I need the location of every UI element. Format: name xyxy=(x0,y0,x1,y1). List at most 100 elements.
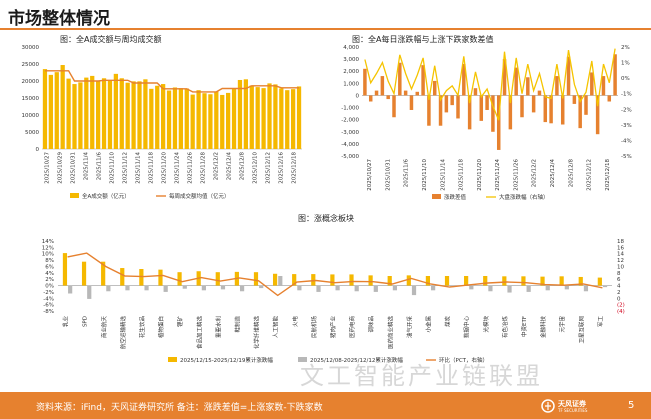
chart2-ytick-right: -1% xyxy=(621,92,632,98)
chart1-bar xyxy=(48,74,53,149)
chart2-bar xyxy=(526,77,530,96)
chart1-bar xyxy=(231,88,237,149)
chart1-legend-line: 每周成交额均值（亿元） xyxy=(169,192,230,200)
chart3-bar-previous xyxy=(182,285,187,289)
chart1-bar xyxy=(137,81,142,149)
chart2-ytick-left: -4,000 xyxy=(341,142,359,148)
chart2-bar xyxy=(560,95,565,125)
logo-text: 天风证券 xyxy=(558,400,586,408)
chart2-bar xyxy=(473,88,478,96)
chart1-xtick: 2025/12/16 xyxy=(279,152,285,184)
chart2-bar xyxy=(421,65,425,96)
chart1-bar xyxy=(291,89,296,149)
chart3-ytick-left: -6% xyxy=(43,303,54,309)
chart3-bar-current xyxy=(101,261,106,286)
chart1-bar xyxy=(131,81,136,149)
chart3-legend-current-swatch xyxy=(168,357,177,362)
chart3-category-label: 鞋制造 xyxy=(233,316,241,333)
chart2-xtick: 2025/11/10 xyxy=(422,159,428,191)
chart2-bar xyxy=(409,95,414,110)
chart1-bar xyxy=(220,94,225,149)
chart2-xtick: 2025/11/26 xyxy=(513,159,519,191)
chart2-bar xyxy=(607,95,612,102)
chart2-xtick: 2025/11/18 xyxy=(459,159,465,191)
chart3-bar-previous xyxy=(354,285,359,292)
chart3-ytick-left: 4% xyxy=(45,271,54,277)
chart1-bar xyxy=(178,88,183,149)
chart3-bar-current xyxy=(81,261,87,286)
chart2-bar xyxy=(386,95,390,100)
page-title: 市场整体情况 xyxy=(8,9,110,29)
chart1-xtick: 2025/11/12 xyxy=(123,152,129,184)
chart3-bar-current xyxy=(578,276,583,286)
chart3-legend-previous-swatch xyxy=(298,357,307,362)
chart1-xtick: 2025/11/18 xyxy=(149,152,155,184)
chart1-bar xyxy=(78,82,83,149)
chart2-bar xyxy=(415,91,420,96)
chart2-xtick: 2025/12/18 xyxy=(605,159,611,191)
chart2-bar xyxy=(467,95,472,130)
chart3-category-label: 食品加工精选 xyxy=(195,316,203,350)
chart1-bar xyxy=(72,84,77,149)
chart3-bar-current xyxy=(272,273,278,286)
chart3-bar-current xyxy=(540,276,545,286)
chart1-ytick: 0 xyxy=(36,147,40,153)
chart3-ytick-right: 16 xyxy=(617,245,624,251)
page-number: 5 xyxy=(628,400,635,411)
chart3-bar-previous xyxy=(278,276,283,286)
chart2-ytick-right: 1% xyxy=(621,61,630,67)
chart3-bar-current xyxy=(368,275,373,286)
chart2-title: 图：全A每日涨跌幅与上涨下跌家数差值 xyxy=(352,35,494,44)
chart3-bar-previous xyxy=(68,285,73,294)
chart1-bar xyxy=(54,72,59,149)
chart1-bar xyxy=(143,79,148,149)
chart1-bar xyxy=(125,82,130,149)
chart2-ytick-right: 0% xyxy=(621,76,630,82)
chart3-bar-current xyxy=(464,276,469,286)
chart3-category-label: 油气开采 xyxy=(405,316,413,339)
chart3-bar-current xyxy=(177,272,182,286)
chart1-ytick: 5000 xyxy=(25,130,39,136)
chart2-bar xyxy=(566,56,571,96)
chart2-xtick: 2025/11/24 xyxy=(495,159,501,191)
footer-source: 资料来源：iFind，天风证券研究所 备注：涨跌差值=上涨家数-下跌家数 xyxy=(36,403,323,413)
chart1-title: 图：全A成交额与周均成交额 xyxy=(60,35,162,44)
chart3-category-label: 军工 xyxy=(597,316,604,328)
chart3-ytick-right: 4 xyxy=(617,284,621,290)
chart2-ytick-left: -2,000 xyxy=(341,118,359,124)
chart3-category-label: 花生饮品 xyxy=(138,316,146,339)
chart3-category-label: 医药商业精选 xyxy=(386,316,394,350)
chart3-title: 图：涨概念板块 xyxy=(298,214,354,223)
chart3-ytick-left: -4% xyxy=(43,296,54,302)
chart2-bar xyxy=(572,95,577,104)
chart2-bar xyxy=(380,76,385,96)
chart3-bar-previous xyxy=(87,285,92,299)
chart3-category-label: 重要水利 xyxy=(214,316,222,338)
chart2-ytick-left: 3,000 xyxy=(343,57,359,63)
chart2-xtick: 2025/11/14 xyxy=(440,159,446,191)
chart2-bar xyxy=(508,95,513,130)
chart3-bar-previous xyxy=(259,285,264,289)
chart1-bar xyxy=(296,86,302,149)
chart1-xtick: 2025/12/12 xyxy=(266,152,272,184)
chart1-bar xyxy=(184,88,189,149)
title-rule xyxy=(0,28,651,30)
chart1-bar xyxy=(208,94,213,149)
chart1-xtick: 2025/11/14 xyxy=(136,152,142,184)
chart1-xtick: 2025/12/2 xyxy=(214,152,220,180)
chart3-bar-current xyxy=(597,277,602,286)
chart3-category-label: 锂矿 xyxy=(176,316,184,328)
chart2-bar xyxy=(601,76,606,96)
chart3-category-label: 医药电商 xyxy=(348,316,356,339)
chart2-ytick-right: 2% xyxy=(621,45,630,51)
chart1-ytick: 20000 xyxy=(22,79,40,85)
chart1-xtick: 2025/11/20 xyxy=(162,152,168,184)
chart3-legend-previous: 2025/12/08-2025/12/12累计涨跌幅 xyxy=(310,356,403,364)
chart2-bar xyxy=(543,95,548,123)
chart3-ytick-right: 12 xyxy=(617,258,624,264)
chart1-bar xyxy=(214,91,219,149)
chart2-xtick: 2025/12/12 xyxy=(587,159,593,191)
chart3-bar-previous xyxy=(392,285,398,291)
logo-subtext: TF SECURITIES xyxy=(558,408,588,413)
